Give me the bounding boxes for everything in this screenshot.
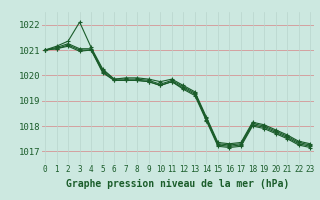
X-axis label: Graphe pression niveau de la mer (hPa): Graphe pression niveau de la mer (hPa): [66, 179, 289, 189]
